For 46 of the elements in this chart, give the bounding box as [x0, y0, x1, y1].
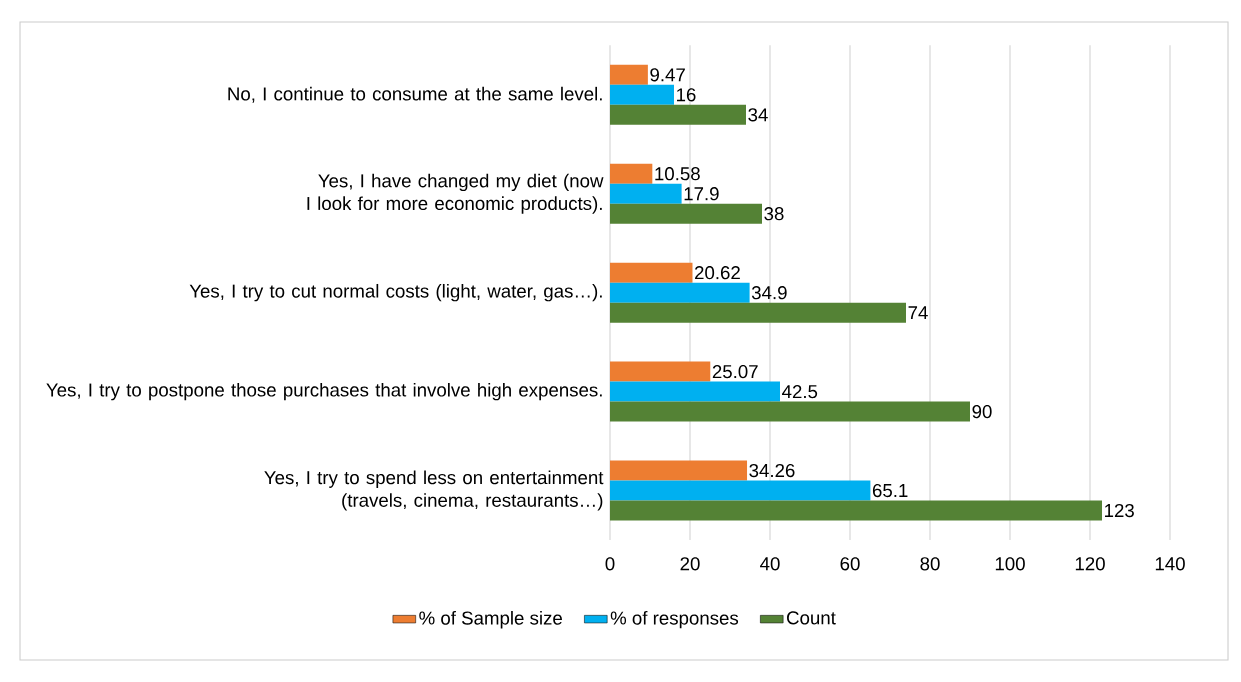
bar — [610, 480, 871, 501]
data-label: 10.58 — [655, 167, 700, 181]
data-label: 17.9 — [684, 187, 719, 201]
y-tick-label: Yes, I try to postpone those purchases that involve high expenses. — [46, 382, 602, 401]
data-label: 34.9 — [751, 286, 787, 300]
bar — [610, 104, 746, 125]
bar — [610, 401, 971, 422]
bar — [610, 84, 674, 105]
x-tick-label: 80 — [920, 557, 940, 571]
y-tick-label: Yes, I try to spend less on entertainment (travels, cinema, restaurants…) — [264, 470, 604, 511]
legend-label: % of Sample size — [419, 610, 562, 629]
legend-label: Count — [787, 611, 836, 625]
x-tick-label: 100 — [995, 557, 1025, 571]
y-tick-label: Yes, I try to cut normal costs (light, water, gas…). — [189, 283, 602, 302]
x-tick-label: 20 — [680, 557, 700, 571]
data-label: 16 — [677, 88, 696, 102]
data-label: 42.5 — [782, 384, 818, 399]
y-tick-label: No, I continue to consume at the same level. — [228, 86, 602, 103]
x-tick-label: 40 — [760, 557, 780, 571]
bar — [610, 500, 1103, 521]
bar — [610, 361, 711, 382]
data-label: 9.47 — [650, 68, 685, 82]
bar — [610, 460, 748, 481]
bar — [610, 64, 648, 85]
bar — [610, 183, 682, 204]
data-label: 25.07 — [712, 364, 758, 379]
x-tick-label: 140 — [1155, 557, 1185, 571]
legend-label: % of responses — [610, 610, 739, 629]
y-tick-label: Yes, I have changed my diet (now I look for more economic products). — [307, 173, 604, 214]
data-label: 90 — [972, 404, 992, 419]
bar — [610, 262, 693, 283]
bar — [610, 163, 653, 184]
data-label: 123 — [1105, 503, 1134, 518]
data-label: 34.26 — [749, 463, 795, 478]
data-label: 74 — [908, 306, 928, 320]
x-tick-label: 60 — [840, 557, 860, 571]
data-label: 34 — [748, 108, 768, 122]
bar — [610, 203, 762, 224]
x-tick-label: 0 — [605, 557, 615, 571]
x-tick-label: 120 — [1075, 557, 1105, 571]
bar — [610, 302, 907, 323]
bar — [610, 282, 750, 303]
bar — [610, 381, 780, 402]
data-label: 20.62 — [695, 266, 740, 280]
data-label: 65.1 — [872, 483, 908, 498]
data-label: 38 — [764, 207, 784, 221]
